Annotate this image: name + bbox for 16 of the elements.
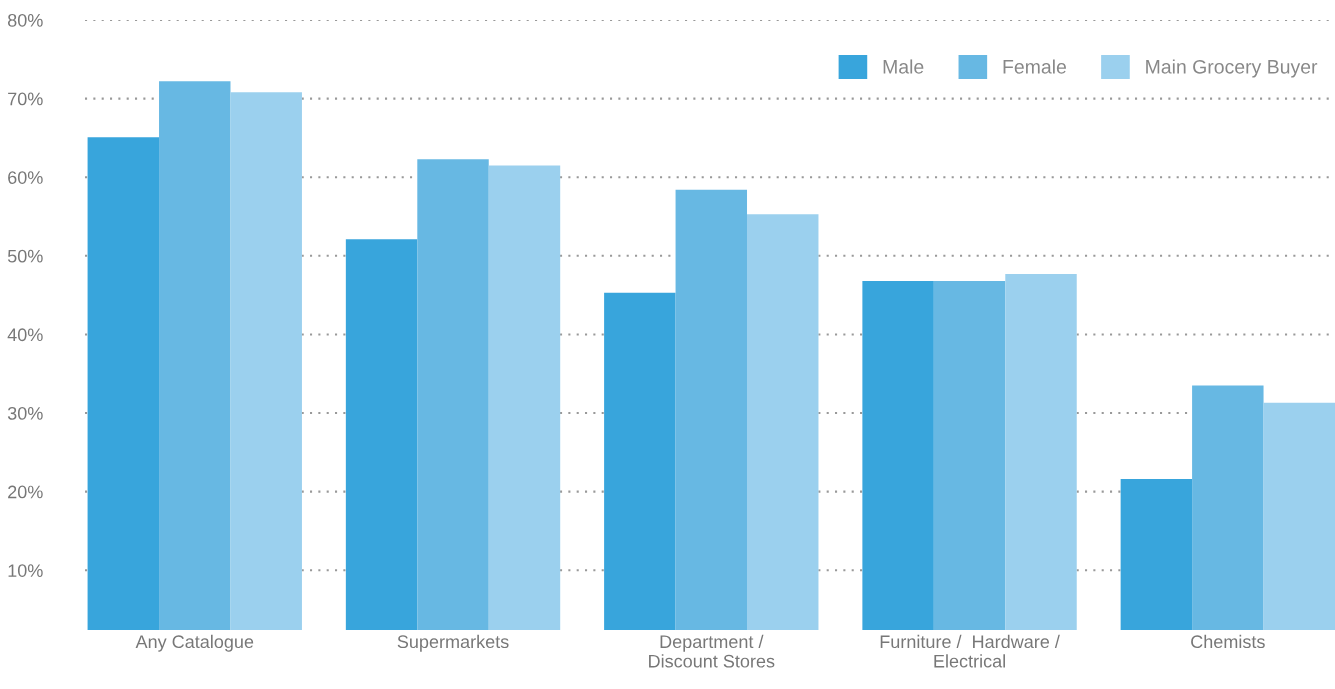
y-tick-label: 70% <box>8 92 43 106</box>
y-tick-label: 50% <box>7 249 43 263</box>
legend-label: Male <box>883 59 924 74</box>
x-tick-label: Supermarkets <box>397 634 509 652</box>
x-tick-label: Department / Discount Stores <box>649 634 775 668</box>
x-tick-label: Furniture / Hardware / Electrical <box>880 634 1060 668</box>
y-tick-label: 30% <box>7 406 43 420</box>
x-tick-label: Chemists <box>1191 634 1265 649</box>
legend-label: Main Grocery Buyer <box>1146 59 1318 78</box>
x-tick-label: Any Catalogue <box>135 634 254 652</box>
y-tick-label: 40% <box>7 328 43 342</box>
y-tick-label: 20% <box>8 485 43 499</box>
legend-label: Female <box>1003 59 1066 74</box>
y-tick-label: 60% <box>8 171 43 184</box>
y-tick-label: 10% <box>8 564 43 577</box>
y-tick-label: 80% <box>7 13 43 27</box>
